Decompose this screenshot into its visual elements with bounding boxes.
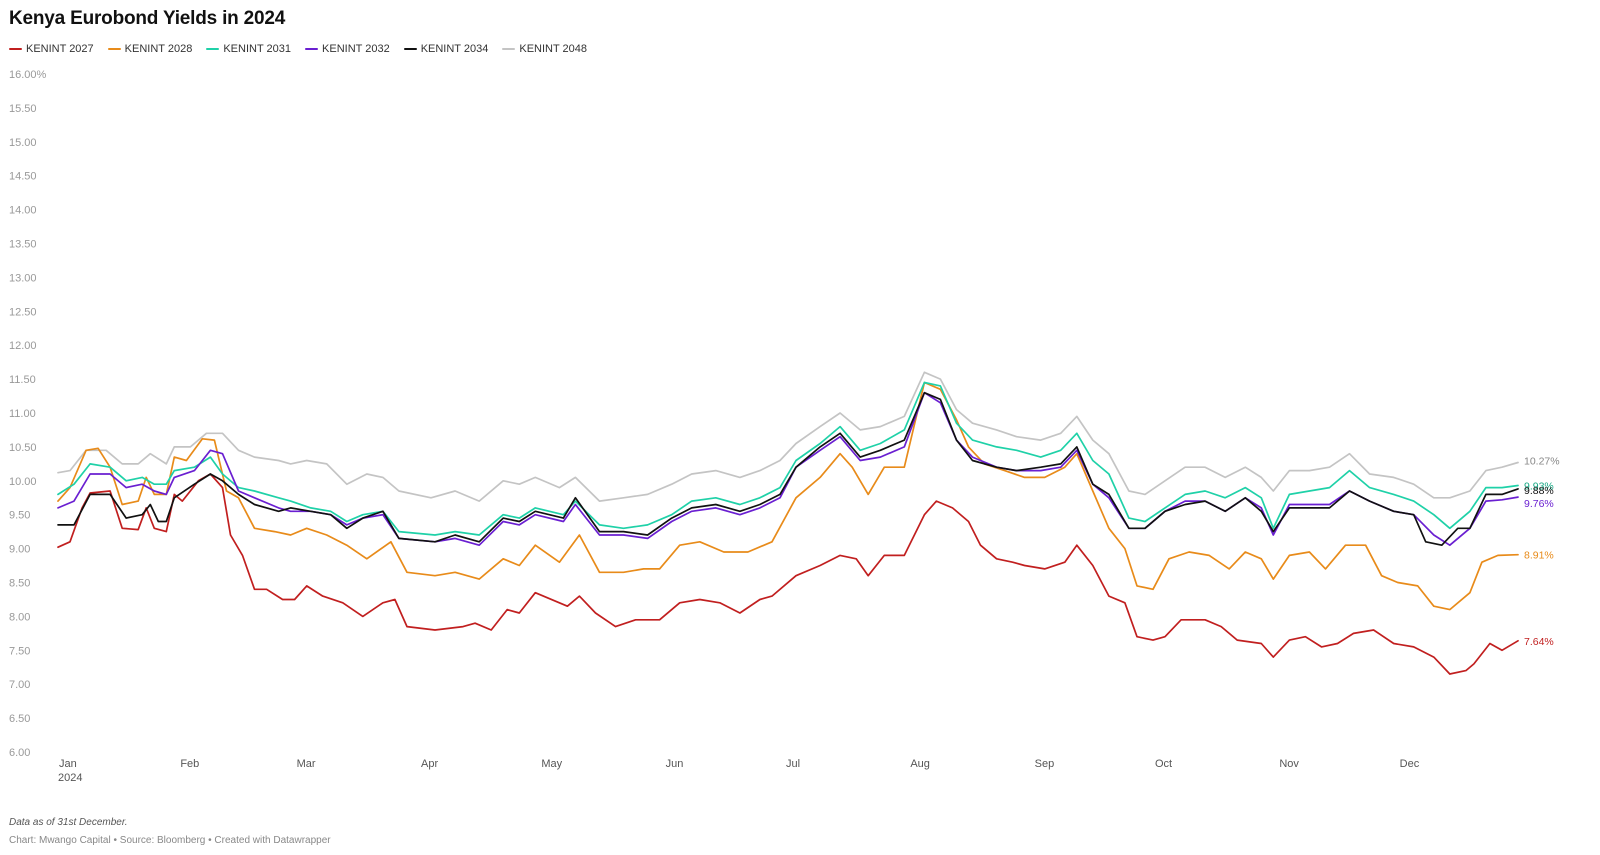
x-tick-label: May — [541, 758, 562, 770]
x-tick-label: Dec — [1400, 758, 1420, 770]
legend-label: KENINT 2027 — [26, 43, 94, 55]
legend-swatch — [9, 48, 22, 50]
y-tick-label: 16.00% — [9, 69, 47, 81]
legend-swatch — [502, 48, 516, 50]
y-tick-label: 7.50 — [9, 645, 30, 657]
x-tick-label: Jan — [59, 758, 77, 770]
y-tick-label: 13.00 — [9, 272, 37, 284]
y-tick-label: 6.00 — [9, 747, 30, 759]
series-line — [57, 371, 1519, 502]
legend-item: KENINT 2031 — [206, 43, 291, 55]
y-tick-label: 14.00 — [9, 205, 37, 217]
x-tick-label: Jun — [666, 758, 684, 770]
y-tick-label: 10.50 — [9, 442, 37, 454]
series-line — [57, 473, 1519, 675]
series-end-label: 9.93% — [1524, 481, 1554, 493]
y-tick-label: 6.50 — [9, 713, 30, 725]
x-tick-label: Sep — [1035, 758, 1055, 770]
y-tick-label: 11.00 — [9, 408, 36, 420]
x-tick-sublabel: 2024 — [58, 772, 82, 784]
legend-item: KENINT 2034 — [403, 43, 489, 55]
x-tick-label: Mar — [297, 758, 316, 770]
y-tick-label: 11.50 — [9, 374, 36, 386]
x-tick-label: Feb — [180, 758, 199, 770]
series-line — [57, 381, 1519, 536]
legend-swatch — [107, 48, 121, 50]
y-tick-label: 15.00 — [9, 137, 37, 149]
legend-label: KENINT 2031 — [223, 43, 292, 55]
series-end-label: 7.64% — [1524, 636, 1554, 648]
x-tick-label: Apr — [421, 758, 438, 770]
y-tick-label: 9.00 — [9, 544, 30, 556]
y-tick-label: 15.50 — [9, 103, 37, 115]
x-tick-label: Oct — [1155, 758, 1172, 770]
legend-item: KENINT 2032 — [305, 43, 390, 55]
chart-notes: Data as of 31st December. — [9, 817, 128, 828]
legend-swatch — [403, 48, 417, 50]
y-tick-label: 10.00 — [9, 476, 37, 488]
x-tick-label: Aug — [910, 758, 930, 770]
x-tick-label: Jul — [786, 758, 800, 770]
legend-item: KENINT 2027 — [9, 43, 94, 55]
legend-item: KENINT 2048 — [502, 43, 587, 55]
chart-title: Kenya Eurobond Yields in 2024 — [9, 8, 286, 29]
legend-label: KENINT 2048 — [519, 43, 588, 55]
line-chart: 6.00 6.50 7.00 7.50 8.00 8.50 9.00 9.50 10.00 10.… — [9, 69, 1560, 784]
chart-credit: Chart: Mwango Capital • Source: Bloomber… — [9, 835, 331, 846]
y-tick-label: 14.50 — [9, 171, 37, 183]
y-tick-label: 12.50 — [9, 306, 37, 318]
series-end-label: 9.76% — [1524, 498, 1554, 510]
series-end-label: 10.27% — [1524, 455, 1560, 467]
x-tick-label: Nov — [1279, 758, 1299, 770]
legend-label: KENINT 2028 — [124, 43, 193, 55]
legend-label: KENINT 2034 — [420, 43, 489, 55]
y-tick-label: 8.00 — [9, 611, 30, 623]
series-line — [57, 391, 1519, 547]
legend-item: KENINT 2028 — [107, 43, 193, 55]
series-end-label: 9.88% — [1524, 485, 1554, 497]
y-tick-label: 13.50 — [9, 239, 37, 251]
y-tick-label: 8.50 — [9, 578, 30, 590]
series-line — [57, 381, 1519, 611]
legend: KENINT 2027 KENINT 2028 KENINT 2031 KENINT … — [9, 43, 587, 55]
legend-swatch — [305, 48, 319, 50]
legend-swatch — [206, 48, 220, 50]
y-tick-label: 12.00 — [9, 340, 37, 352]
legend-label: KENINT 2032 — [322, 43, 390, 55]
y-tick-label: 9.50 — [9, 510, 30, 522]
series-line — [57, 391, 1519, 547]
series-end-label: 8.91% — [1524, 550, 1554, 562]
y-tick-label: 7.00 — [9, 679, 30, 691]
